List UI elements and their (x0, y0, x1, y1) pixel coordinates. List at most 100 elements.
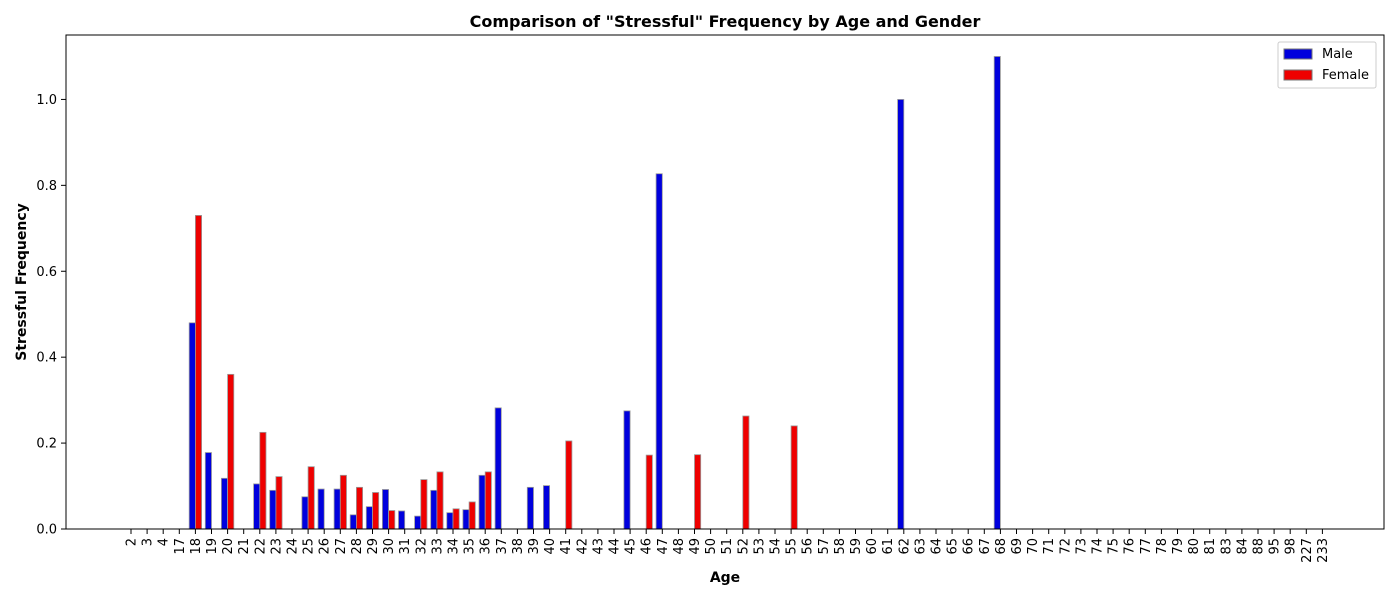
x-tick-label-76: 76 (1123, 538, 1138, 555)
x-tick-label-60: 60 (865, 538, 880, 555)
bar-female-age-41 (565, 440, 573, 530)
x-tick-label-28: 28 (350, 538, 365, 555)
bar-male-age-34 (446, 512, 454, 530)
x-tick-label-22: 22 (253, 538, 268, 555)
x-tick-label-64: 64 (930, 538, 945, 555)
y-tick-label: 0.4 (36, 351, 57, 366)
x-tick-label-44: 44 (608, 538, 623, 555)
x-tick-label-227: 227 (1300, 538, 1315, 563)
x-tick-label-41: 41 (559, 538, 574, 555)
x-tick-label-58: 58 (833, 538, 848, 555)
x-tick-label-36: 36 (479, 538, 494, 555)
x-tick-label-69: 69 (1010, 538, 1025, 555)
x-tick-label-3: 3 (141, 538, 156, 546)
bar-male-age-29 (365, 506, 373, 530)
x-tick-label-72: 72 (1058, 538, 1073, 555)
x-tick-label-88: 88 (1252, 538, 1267, 555)
x-tick-label-74: 74 (1091, 538, 1106, 555)
y-tick-label: 0.0 (36, 523, 57, 538)
bar-male-age-28 (349, 514, 357, 530)
y-tick-label: 0.8 (36, 179, 57, 194)
x-tick-label-68: 68 (994, 538, 1009, 555)
bar-male-age-35 (462, 509, 470, 530)
x-tick-label-37: 37 (495, 538, 510, 555)
x-tick-label-67: 67 (978, 538, 993, 555)
bar-male-age-33 (430, 489, 438, 530)
bar-male-age-23 (269, 489, 277, 530)
x-tick-label-32: 32 (414, 538, 429, 555)
x-tick-label-77: 77 (1139, 538, 1154, 555)
x-tick-label-70: 70 (1026, 538, 1041, 555)
x-tick-label-98: 98 (1284, 538, 1299, 555)
bar-male-age-45 (623, 410, 631, 530)
x-tick-label-79: 79 (1171, 538, 1186, 555)
legend: Male Female (1277, 41, 1377, 89)
y-tick-label: 1.0 (36, 93, 57, 108)
bar-female-age-35 (468, 501, 476, 530)
x-tick-label-49: 49 (688, 538, 703, 555)
x-tick-label-47: 47 (656, 538, 671, 555)
legend-label-male: Male (1322, 47, 1353, 62)
bar-female-age-23 (275, 476, 283, 530)
x-tick-label-55: 55 (785, 538, 800, 555)
x-tick-label-66: 66 (962, 538, 977, 555)
bar-male-age-25 (301, 496, 309, 530)
x-tick-label-50: 50 (704, 538, 719, 555)
x-tick-label-61: 61 (881, 538, 896, 555)
bar-male-age-62 (897, 99, 905, 530)
x-tick-label-45: 45 (624, 538, 639, 555)
x-tick-label-31: 31 (398, 538, 413, 555)
bar-female-age-29 (372, 492, 380, 530)
bar-female-age-32 (420, 479, 428, 530)
x-tick-label-27: 27 (334, 538, 349, 555)
bar-female-age-36 (484, 471, 492, 530)
x-tick-label-42: 42 (575, 538, 590, 555)
x-axis: 2 3 4 17 18 19 20 21 22 23 24 25 26 27 28 29 30 31 32 33 34 3… (125, 529, 1331, 563)
x-tick-label-24: 24 (286, 538, 301, 555)
bar-male-age-68 (993, 56, 1001, 530)
bar-female-age-18 (194, 215, 202, 530)
x-tick-label-30: 30 (382, 538, 397, 555)
y-axis-label: Stressful Frequency (14, 203, 30, 361)
bar-male-age-20 (220, 477, 228, 530)
y-tick-label: 0.6 (36, 265, 57, 280)
bar-female-age-49 (694, 454, 702, 530)
legend-swatch-female (1283, 69, 1313, 81)
x-tick-label-95: 95 (1268, 538, 1283, 555)
x-tick-label-233: 233 (1316, 538, 1331, 563)
x-tick-label-40: 40 (543, 538, 558, 555)
chart-title: Comparison of "Stressful" Frequency by A… (470, 12, 981, 31)
x-tick-label-80: 80 (1187, 538, 1202, 555)
x-tick-label-53: 53 (752, 538, 767, 555)
y-axis: 0.0 0.2 0.4 0.6 0.8 1.0 (36, 93, 66, 538)
x-tick-label-63: 63 (913, 538, 928, 555)
bar-male-age-36 (478, 474, 486, 530)
x-tick-label-83: 83 (1219, 538, 1234, 555)
x-tick-label-57: 57 (817, 538, 832, 555)
x-tick-label-20: 20 (221, 538, 236, 555)
bar-female-age-55 (790, 425, 798, 530)
bar-female-age-28 (355, 486, 363, 530)
bar-male-age-27 (333, 488, 341, 530)
x-tick-label-46: 46 (640, 538, 655, 555)
x-tick-label-65: 65 (946, 538, 961, 555)
x-tick-label-78: 78 (1155, 538, 1170, 555)
bar-male-age-22 (253, 483, 261, 530)
plot-frame (65, 34, 1385, 530)
legend-label-female: Female (1322, 68, 1369, 83)
x-tick-label-39: 39 (527, 538, 542, 555)
bar-female-age-30 (388, 510, 396, 530)
bar-female-age-25 (307, 466, 315, 530)
x-tick-label-71: 71 (1042, 538, 1057, 555)
bar-male-age-37 (494, 407, 502, 530)
x-tick-label-23: 23 (269, 538, 284, 555)
x-tick-label-62: 62 (897, 538, 912, 555)
bar-male-age-32 (414, 515, 422, 530)
x-tick-label-4: 4 (157, 538, 172, 546)
bar-male-age-30 (381, 489, 389, 530)
x-tick-label-48: 48 (672, 538, 687, 555)
x-tick-label-81: 81 (1203, 538, 1218, 555)
bar-male-age-39 (526, 486, 534, 530)
bar-male-age-47 (655, 173, 663, 530)
